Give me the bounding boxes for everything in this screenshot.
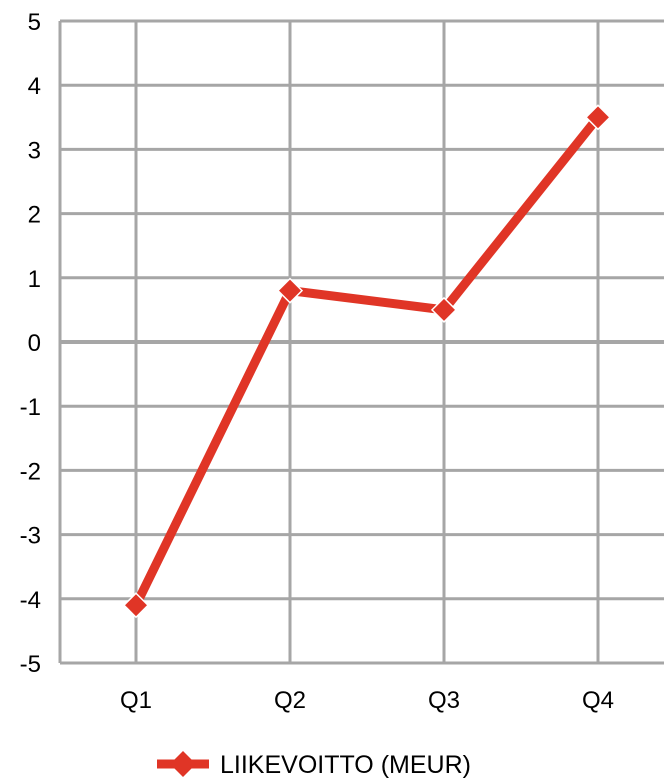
y-tick-label: 4 bbox=[28, 73, 41, 100]
y-tick-label: -3 bbox=[20, 523, 41, 550]
y-tick-label: -1 bbox=[20, 394, 41, 421]
chart-axes bbox=[58, 21, 664, 665]
x-tick-label: Q4 bbox=[582, 687, 614, 714]
x-tick-label: Q3 bbox=[428, 687, 460, 714]
y-tick-label: 0 bbox=[28, 330, 41, 357]
x-tick-label: Q2 bbox=[274, 687, 306, 714]
data-point bbox=[122, 592, 150, 619]
data-point bbox=[584, 104, 612, 131]
series-line bbox=[131, 112, 603, 610]
x-tick-label: Q1 bbox=[120, 687, 152, 714]
y-tick-label: 1 bbox=[28, 266, 41, 293]
chart-series bbox=[122, 104, 612, 619]
data-point bbox=[430, 296, 458, 323]
y-tick-label: 5 bbox=[28, 9, 41, 36]
x-axis-tick-labels: Q1 Q2 Q3 Q4 bbox=[120, 687, 614, 714]
y-tick-label: 3 bbox=[28, 137, 41, 164]
chart-legend: LIIKEVOITTO (MEUR) bbox=[157, 751, 471, 779]
legend-diamond-marker bbox=[170, 751, 196, 777]
legend-label: LIIKEVOITTO (MEUR) bbox=[220, 751, 471, 779]
y-tick-label: 2 bbox=[28, 202, 41, 229]
y-axis-tick-labels: 5 4 3 2 1 0 -1 -2 -3 -4 -5 bbox=[20, 9, 41, 678]
data-point bbox=[276, 277, 304, 304]
y-tick-label: -5 bbox=[20, 651, 41, 678]
y-tick-label: -2 bbox=[20, 458, 41, 485]
y-tick-label: -4 bbox=[20, 587, 41, 614]
